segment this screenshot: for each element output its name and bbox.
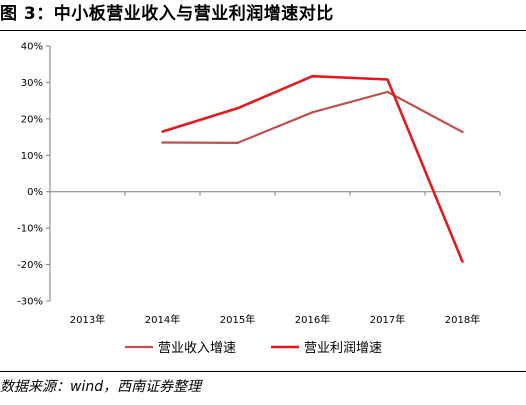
data-point	[161, 141, 164, 144]
x-tick-label: 2015年	[220, 313, 255, 326]
data-point	[461, 130, 464, 134]
x-tick-label: 2018年	[445, 313, 480, 326]
x-tick-label: 2016年	[295, 313, 330, 326]
y-tick-label: 0%	[27, 187, 43, 198]
series-line-profit-growth	[162, 74, 464, 263]
x-tick-label: 2017年	[370, 313, 405, 326]
data-point	[311, 111, 314, 114]
y-tick-label: -10%	[17, 224, 43, 235]
x-tick-label: 2014年	[145, 313, 180, 326]
y-tick-label: 40%	[21, 42, 43, 53]
data-point	[386, 90, 389, 94]
data-source-note: 数据来源：wind，西南证券整理	[0, 379, 202, 395]
data-point	[161, 130, 164, 133]
y-tick-label: 30%	[21, 78, 43, 89]
footer-divider	[0, 371, 526, 372]
line-chart: 40% 30% 20% 10% 0% -10% -20% -30% 2013年 2014年 2015…	[17, 42, 501, 356]
data-point	[461, 260, 464, 263]
y-tick-label: -30%	[17, 297, 43, 308]
title-divider	[0, 30, 526, 31]
legend-label: 营业利润增速	[304, 341, 382, 356]
data-point	[386, 78, 389, 81]
y-tick-label: 20%	[21, 114, 43, 125]
data-point	[236, 107, 239, 110]
legend-label: 营业收入增速	[158, 341, 236, 356]
y-tick-label: 10%	[21, 151, 43, 162]
figure-title: 图 3：中小板营业收入与营业利润增速对比	[0, 4, 334, 24]
data-point	[311, 75, 314, 78]
x-tick-label: 2013年	[70, 313, 105, 326]
y-tick-label: -20%	[17, 260, 43, 271]
data-point	[236, 141, 239, 145]
